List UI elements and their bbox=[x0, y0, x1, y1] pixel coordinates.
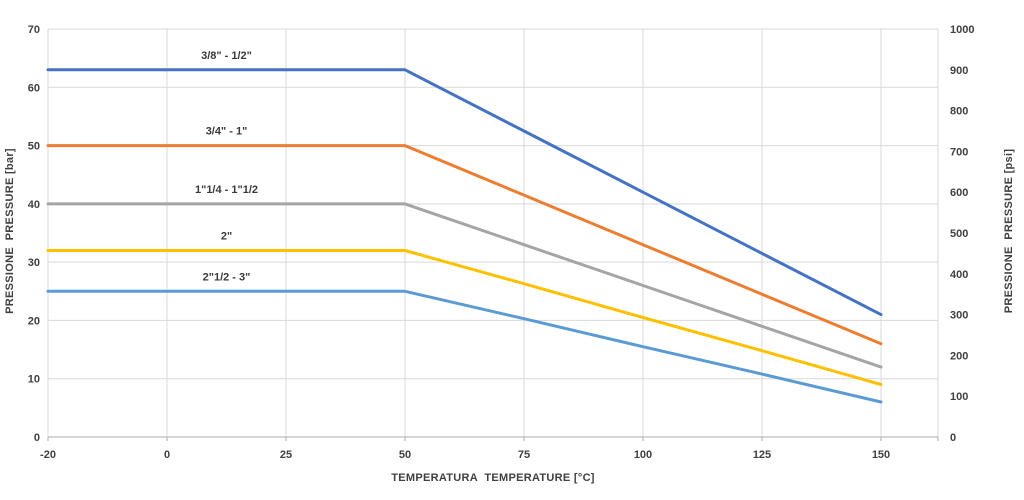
y-left-tick-label: 70 bbox=[28, 24, 40, 36]
y-left-tick-label: 50 bbox=[28, 141, 40, 153]
series-line-1 bbox=[46, 144, 883, 346]
x-tick-label: 50 bbox=[399, 449, 411, 461]
y-right-tick-label: 700 bbox=[950, 146, 968, 158]
x-tick-label: 25 bbox=[280, 449, 292, 461]
series-label-3: 2" bbox=[221, 230, 232, 242]
y-left-tick-label: 40 bbox=[28, 199, 40, 211]
y-axis-left-title: PRESSIONE PRESSURE [bar] bbox=[4, 148, 16, 314]
x-tick-label: -20 bbox=[40, 449, 56, 461]
y-right-tick-label: 400 bbox=[950, 269, 968, 281]
y-right-tick-label: 500 bbox=[950, 228, 968, 240]
series-label-4: 2"1/2 - 3" bbox=[203, 271, 251, 283]
x-axis-title: TEMPERATURA TEMPERATURE [°C] bbox=[391, 472, 595, 484]
y-left-tick-label: 10 bbox=[28, 374, 40, 386]
y-right-tick-label: 100 bbox=[950, 391, 968, 403]
x-tick-label: 75 bbox=[518, 449, 530, 461]
y-left-tick-label: 20 bbox=[28, 315, 40, 327]
x-tick-label: 125 bbox=[753, 449, 771, 461]
y-left-tick-label: 0 bbox=[34, 432, 40, 444]
series-label-0: 3/8" - 1/2" bbox=[201, 50, 252, 62]
y-right-tick-label: 0 bbox=[950, 432, 956, 444]
x-tick-label: 0 bbox=[164, 449, 170, 461]
y-right-tick-label: 600 bbox=[950, 187, 968, 199]
y-right-tick-label: 800 bbox=[950, 106, 968, 118]
y-left-tick-label: 30 bbox=[28, 257, 40, 269]
y-left-tick-label: 60 bbox=[28, 82, 40, 94]
y-right-tick-label: 200 bbox=[950, 350, 968, 362]
series-line-3 bbox=[46, 249, 883, 386]
x-tick-label: 100 bbox=[634, 449, 652, 461]
series-line-0 bbox=[46, 68, 883, 317]
series-label-2: 1"1/4 - 1"1/2 bbox=[195, 184, 258, 196]
series-label-1: 3/4" - 1" bbox=[206, 126, 248, 138]
y-right-tick-label: 1000 bbox=[950, 24, 974, 36]
y-right-tick-label: 300 bbox=[950, 310, 968, 322]
series-line-4 bbox=[46, 289, 883, 404]
y-axis-right-title: PRESSIONE PRESSURE [psi] bbox=[1003, 148, 1015, 314]
x-tick-label: 150 bbox=[872, 449, 890, 461]
series-line-2 bbox=[46, 202, 883, 369]
y-right-tick-label: 900 bbox=[950, 65, 968, 77]
